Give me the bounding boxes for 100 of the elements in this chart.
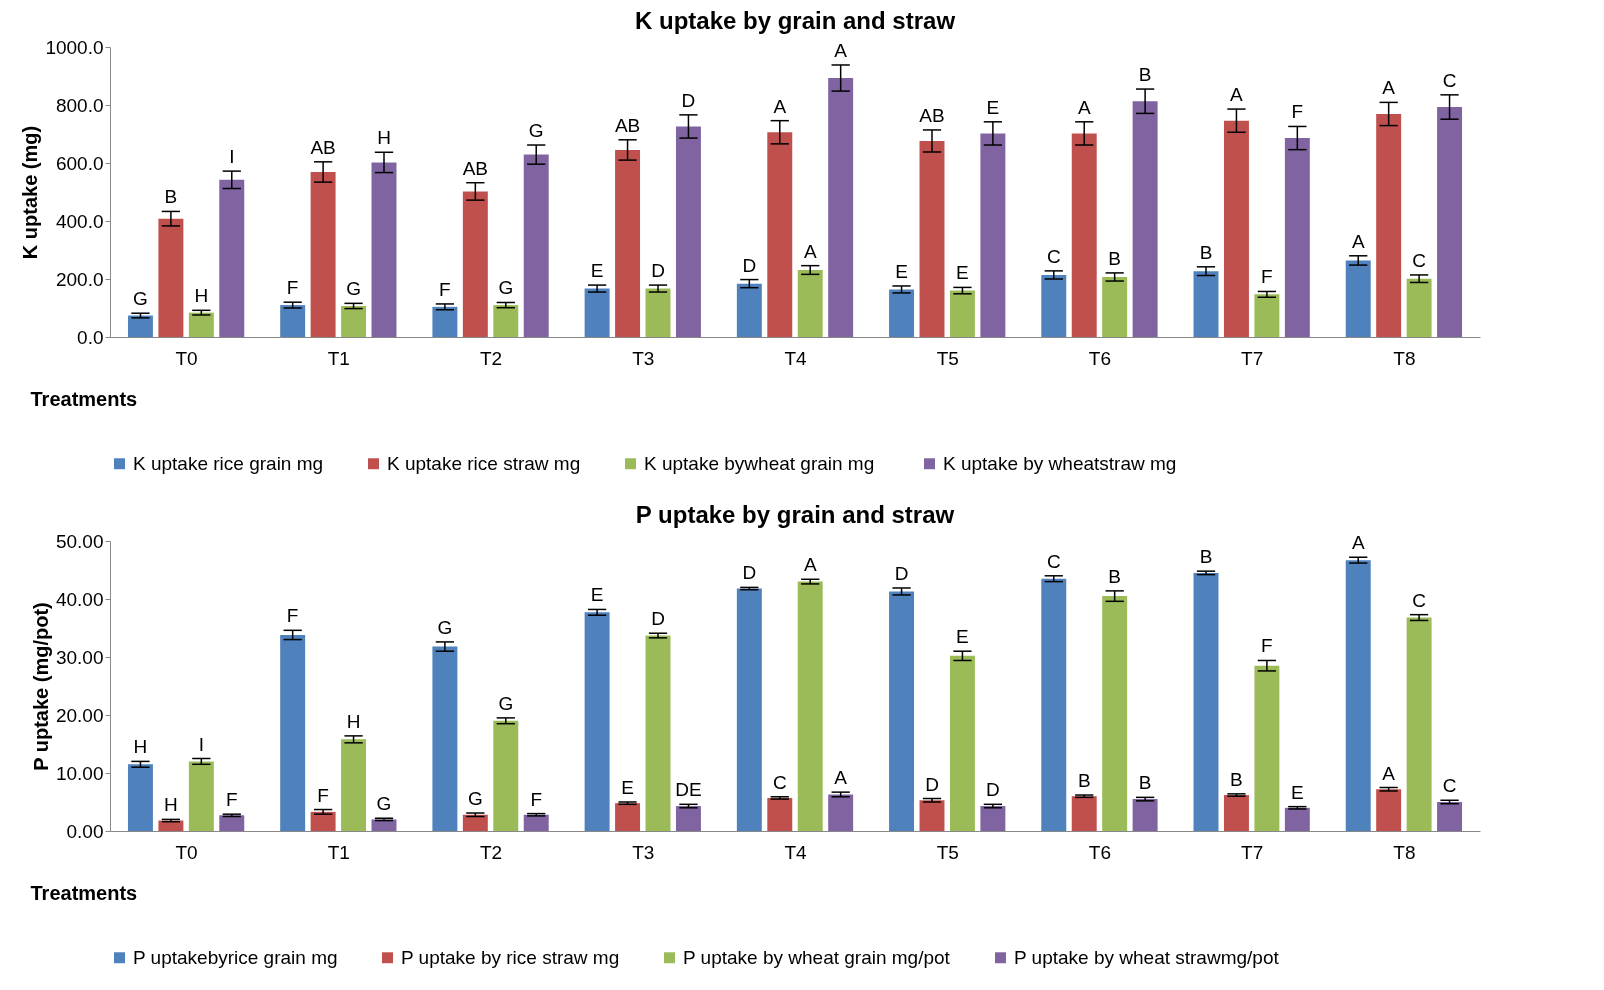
data-label: G <box>346 278 361 300</box>
legend-label: K uptake rice straw mg <box>387 452 581 474</box>
data-label: E <box>1290 781 1304 803</box>
x-tick-label: T5 <box>936 841 959 863</box>
bar <box>736 588 762 831</box>
data-label: A <box>803 554 817 576</box>
data-label: G <box>528 120 544 142</box>
bar <box>1223 795 1249 831</box>
bar <box>767 132 793 337</box>
bar <box>432 306 458 337</box>
x-tick-label: T1 <box>327 347 350 369</box>
bar <box>1345 560 1371 831</box>
bar <box>432 646 458 831</box>
data-label: B <box>1138 772 1152 794</box>
data-label: D <box>681 89 696 111</box>
data-label: H <box>377 127 391 149</box>
data-label: B <box>1138 64 1152 86</box>
data-label: B <box>1108 247 1122 269</box>
bar <box>736 283 762 337</box>
bar <box>767 797 793 831</box>
data-label: H <box>133 736 148 758</box>
bar <box>1193 572 1219 831</box>
bar <box>675 126 701 337</box>
data-label: D <box>651 608 665 630</box>
data-label: H <box>164 794 178 816</box>
legend-label: K uptake by wheatstraw mg <box>943 452 1177 474</box>
data-label: E <box>986 96 1000 118</box>
bar <box>462 191 488 337</box>
bar <box>1071 133 1097 337</box>
y-tick-label: 30.00 <box>55 646 104 668</box>
bar <box>584 288 610 337</box>
x-tick-label: T2 <box>479 841 503 863</box>
bar <box>1071 796 1097 831</box>
data-label: B <box>1077 770 1091 792</box>
bar <box>523 154 549 337</box>
data-label: D <box>894 562 909 584</box>
chart-title: P uptake by grain and straw <box>635 501 955 528</box>
data-label: G <box>376 793 392 815</box>
x-tick-label: T6 <box>1088 347 1112 369</box>
bar <box>828 78 854 337</box>
y-tick-label: 0.00 <box>66 820 104 842</box>
data-label: C <box>1046 550 1061 572</box>
data-label: A <box>834 39 848 61</box>
data-label: G <box>437 616 453 638</box>
y-tick-label: 1000.0 <box>45 36 104 58</box>
bar <box>615 149 641 337</box>
data-label: AB <box>614 114 641 136</box>
bar <box>645 288 671 337</box>
bar <box>371 162 397 337</box>
data-label: I <box>198 733 204 755</box>
x-tick-label: T4 <box>784 347 808 369</box>
data-label: E <box>956 262 969 284</box>
legend-label: P uptake by wheat strawmg/pot <box>1014 946 1280 968</box>
bar <box>1437 802 1463 831</box>
bar <box>584 612 610 831</box>
data-label: A <box>1351 230 1365 252</box>
data-label: D <box>651 260 665 282</box>
data-label: G <box>498 692 514 714</box>
x-tick-label: T8 <box>1393 841 1416 863</box>
data-label: B <box>1230 768 1243 790</box>
bar <box>1223 120 1249 337</box>
x-tick-label: T6 <box>1088 841 1112 863</box>
data-label: A <box>1351 532 1365 554</box>
bar <box>949 290 975 337</box>
bar <box>1254 665 1280 831</box>
bar <box>310 171 336 337</box>
data-label: AB <box>310 136 336 158</box>
y-tick-label: 200.0 <box>55 268 104 290</box>
data-label: C <box>1412 249 1426 271</box>
bar <box>280 634 306 831</box>
data-label: B <box>1199 546 1213 568</box>
data-label: G <box>498 277 514 299</box>
x-axis-title: Treatments <box>30 881 138 904</box>
bar <box>371 819 397 831</box>
data-label: E <box>895 260 908 282</box>
bar <box>310 811 336 831</box>
bar <box>493 720 519 831</box>
data-label: C <box>1046 245 1061 267</box>
data-label: E <box>956 626 969 648</box>
data-label: F <box>1261 266 1273 288</box>
bar <box>1254 294 1280 337</box>
y-tick-label: 10.00 <box>55 762 104 784</box>
bar <box>1102 276 1128 337</box>
bar <box>828 794 854 831</box>
data-label: D <box>986 779 1000 801</box>
data-label: F <box>1261 635 1273 657</box>
bar <box>949 655 975 831</box>
bar <box>980 133 1006 337</box>
data-label: I <box>229 146 235 168</box>
bar <box>188 312 214 337</box>
data-label: D <box>742 562 757 584</box>
bar <box>919 140 945 337</box>
data-label: F <box>286 605 299 627</box>
bar <box>889 289 915 337</box>
x-axis-title: Treatments <box>30 387 138 410</box>
data-label: G <box>133 288 148 310</box>
x-tick-label: T1 <box>327 841 350 863</box>
data-label: C <box>1442 69 1457 91</box>
data-label: F <box>225 789 238 811</box>
data-label: F <box>439 278 451 300</box>
